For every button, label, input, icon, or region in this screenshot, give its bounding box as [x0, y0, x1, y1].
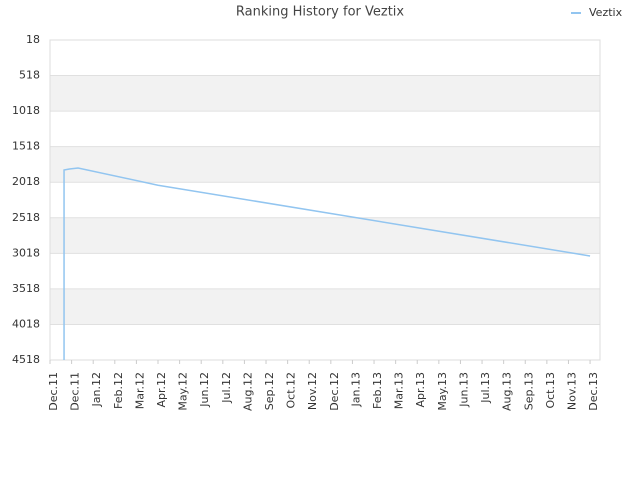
y-tick-label: 4518: [12, 353, 40, 366]
y-tick-label: 1018: [12, 104, 40, 117]
y-tick-label: 4018: [12, 317, 40, 330]
x-tick-label: Jun.12: [198, 372, 211, 408]
y-tick-label: 3018: [12, 246, 40, 259]
grid-band: [50, 75, 600, 112]
x-tick-label: Jan.12: [90, 372, 103, 407]
x-tick-label: May.13: [436, 372, 449, 411]
x-tick-label: Jun.13: [457, 372, 470, 408]
grid-band: [50, 217, 600, 254]
x-tick-label: Mar.13: [393, 372, 406, 409]
x-tick-label: Dec.11: [69, 372, 82, 411]
x-tick-label: Sep.13: [522, 372, 535, 410]
y-tick-label: 518: [19, 69, 40, 82]
x-tick-label: Nov.12: [306, 372, 319, 410]
plot-frame: [49, 39, 601, 361]
x-tick-label: May.12: [177, 372, 190, 411]
y-tick-label: 2018: [12, 175, 40, 188]
x-tick-label: Oct.13: [544, 372, 557, 409]
legend-label: Veztix: [589, 6, 623, 19]
grid-band: [50, 288, 600, 325]
x-tick-label: Dec.11: [47, 372, 60, 411]
chart-title: Ranking History for Veztix: [236, 5, 405, 20]
x-tick-label: Feb.12: [112, 372, 125, 409]
x-tick-label: Oct.12: [285, 372, 298, 409]
x-tick-label: Jul.13: [479, 372, 492, 404]
grid-band: [50, 146, 600, 183]
y-tick-label: 3518: [12, 282, 40, 295]
y-tick-label: 2518: [12, 211, 40, 224]
x-tick-label: Apr.12: [155, 372, 168, 408]
x-tick-label: Dec.13: [587, 372, 600, 411]
x-tick-label: Jul.12: [220, 372, 233, 404]
x-tick-label: Dec.12: [328, 372, 341, 411]
x-tick-label: Sep.12: [263, 372, 276, 410]
x-tick-label: Apr.13: [414, 372, 427, 408]
x-tick-label: Mar.12: [133, 372, 146, 409]
x-tick-label: Aug.12: [241, 372, 254, 411]
x-tick-label: Nov.13: [565, 372, 578, 410]
y-tick-label: 1518: [12, 140, 40, 153]
x-tick-label: Jan.13: [349, 372, 362, 407]
series-line: [63, 167, 591, 360]
x-tick-label: Feb.13: [371, 372, 384, 409]
x-tick-label: Aug.13: [501, 372, 514, 411]
y-tick-label: 18: [26, 33, 40, 46]
